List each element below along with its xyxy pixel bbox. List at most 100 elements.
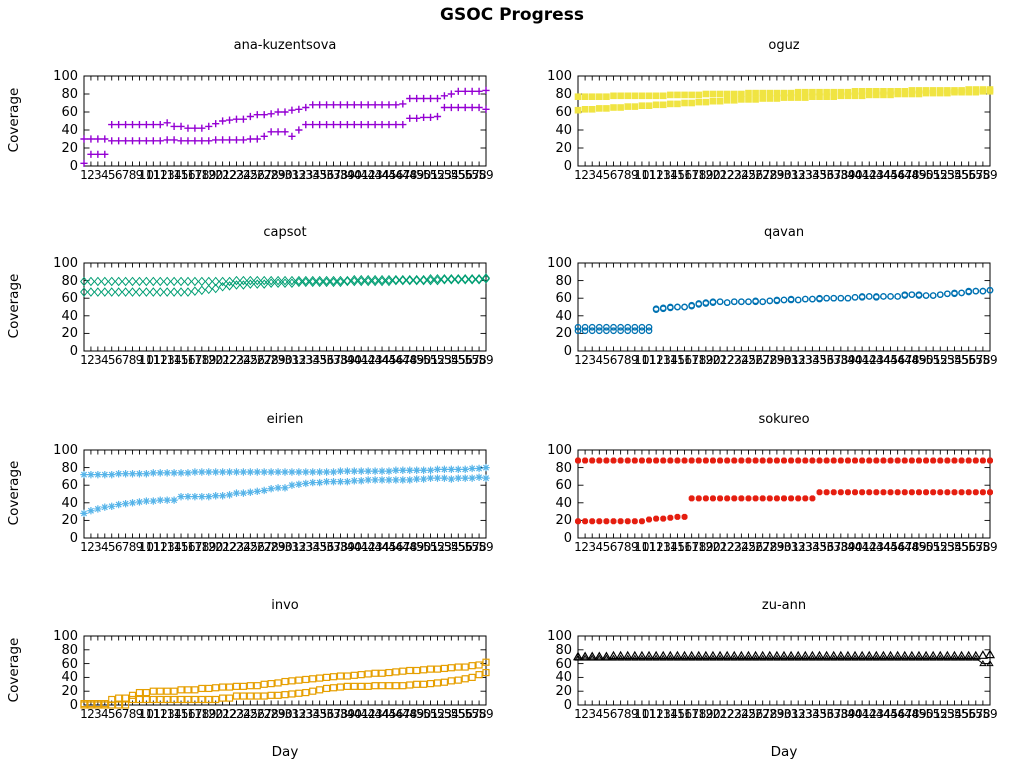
y-tick-label: 20 (61, 141, 78, 156)
x-tick-label: 15 (173, 353, 189, 367)
y-tick-label: 100 (547, 256, 572, 271)
x-tick-label: 13 (159, 353, 175, 367)
x-tick-label: 57 (464, 707, 480, 721)
x-tick-label: 53 (939, 168, 956, 182)
x-tick-label: 30 (776, 707, 792, 721)
x-tick-label: 44 (875, 168, 892, 182)
x-tick-label: 12 (648, 540, 664, 554)
x-tick-label: 6 (609, 353, 618, 367)
x-tick-label: 21 (214, 353, 231, 367)
x-tick-label: 49 (911, 168, 927, 182)
x-tick-label: 28 (263, 707, 279, 721)
x-tick-label: 28 (762, 540, 778, 554)
x-tick-label: 50 (415, 540, 432, 554)
x-tick-label: 35 (811, 168, 828, 182)
x-tick-label: 1 (80, 540, 88, 554)
x-tick-label: 34 (305, 353, 321, 367)
x-tick-label: 26 (249, 353, 265, 367)
x-tick-label: 15 (669, 353, 686, 367)
x-tick-label: 35 (312, 353, 328, 367)
x-tick-label: 30 (776, 353, 792, 367)
series-points-invo-2 (80, 668, 490, 709)
y-tick-label: 0 (563, 344, 572, 359)
x-tick-label: 24 (733, 540, 750, 554)
axis-ticks (577, 263, 991, 351)
x-tick-label: 59 (478, 353, 494, 367)
x-tick-label: 42 (360, 353, 376, 367)
x-axis-label-day: Day (271, 744, 299, 760)
x-tick-label: 38 (833, 168, 849, 182)
x-tick-label: 22 (719, 540, 735, 554)
x-tick-label: 40 (847, 353, 863, 367)
x-tick-label: 40 (346, 353, 362, 367)
x-tick-label: 8 (623, 168, 632, 182)
x-tick-label: 41 (854, 707, 870, 721)
x-tick-label: 35 (811, 353, 828, 367)
x-tick-label: 8 (128, 353, 137, 367)
x-tick-label: 53 (436, 353, 453, 367)
x-tick-label: 13 (655, 168, 671, 182)
x-tick-label: 27 (755, 353, 771, 367)
x-tick-label: 23 (726, 168, 742, 182)
x-tick-label: 5 (602, 353, 611, 367)
y-tick-label: 40 (555, 308, 572, 324)
x-tick-label: 18 (194, 353, 210, 367)
x-tick-label: 53 (436, 168, 453, 182)
x-tick-label: 20 (705, 707, 721, 721)
x-tick-label: 11 (641, 540, 657, 554)
x-tick-label: 43 (367, 353, 383, 367)
x-tick-label: 2 (87, 353, 95, 367)
x-tick-label: 31 (783, 353, 799, 367)
y-tick-label: 20 (61, 684, 78, 700)
y-tick-label: 40 (61, 308, 78, 324)
x-tick-label: 20 (208, 540, 224, 554)
x-tick-label: 21 (214, 540, 231, 554)
x-tick-label: 55 (953, 540, 970, 554)
x-tick-label: 14 (166, 540, 182, 554)
y-tick-label: 0 (69, 159, 78, 174)
plot-area-capsot (80, 262, 490, 352)
x-tick-label: 15 (669, 540, 686, 554)
x-tick-label: 12 (648, 707, 664, 721)
x-tick-label: 25 (242, 540, 258, 554)
x-tick-label: 8 (128, 707, 137, 721)
x-tick-label: 46 (388, 707, 404, 721)
y-tick-label: 60 (555, 656, 572, 672)
x-tick-label: 8 (623, 540, 632, 554)
x-tick-label: 50 (415, 707, 432, 721)
x-tick-label: 49 (409, 168, 425, 182)
x-tick-label: 6 (114, 707, 123, 721)
x-tick-label: 22 (221, 540, 238, 554)
x-tick-label: 29 (270, 353, 286, 367)
y-tick-label: 80 (61, 460, 78, 476)
x-tick-label: 3 (94, 353, 102, 367)
x-tick-label: 10 (138, 707, 155, 721)
y-tick-label: 60 (555, 291, 572, 307)
x-tick-label: 31 (284, 168, 300, 182)
x-tick-label: 52 (429, 707, 446, 721)
x-tick-label: 27 (256, 168, 272, 182)
x-tick-label: 45 (381, 353, 397, 367)
x-tick-label: 17 (684, 168, 700, 182)
y-tick-label: 100 (547, 629, 572, 644)
x-tick-label: 45 (882, 707, 899, 721)
y-tick-label: 0 (563, 531, 572, 546)
x-tick-label: 22 (221, 168, 238, 182)
x-tick-label: 16 (676, 707, 693, 721)
x-tick-label: 48 (904, 540, 920, 554)
x-tick-label: 18 (691, 168, 707, 182)
x-tick-label: 1 (80, 353, 88, 367)
x-tick-label: 24 (235, 540, 252, 554)
x-tick-label: 51 (422, 540, 439, 554)
x-tick-label: 43 (868, 168, 884, 182)
x-tick-label: 56 (961, 168, 977, 182)
x-tick-label: 31 (284, 353, 300, 367)
x-tick-label: 24 (235, 707, 252, 721)
x-tick-label: 33 (298, 540, 314, 554)
x-tick-label: 47 (395, 353, 411, 367)
x-tick-label: 12 (152, 707, 168, 721)
x-tick-label: 35 (312, 168, 328, 182)
x-tick-label: 3 (94, 707, 102, 721)
x-tick-label: 37 (325, 168, 342, 182)
x-tick-label: 4 (595, 168, 604, 182)
